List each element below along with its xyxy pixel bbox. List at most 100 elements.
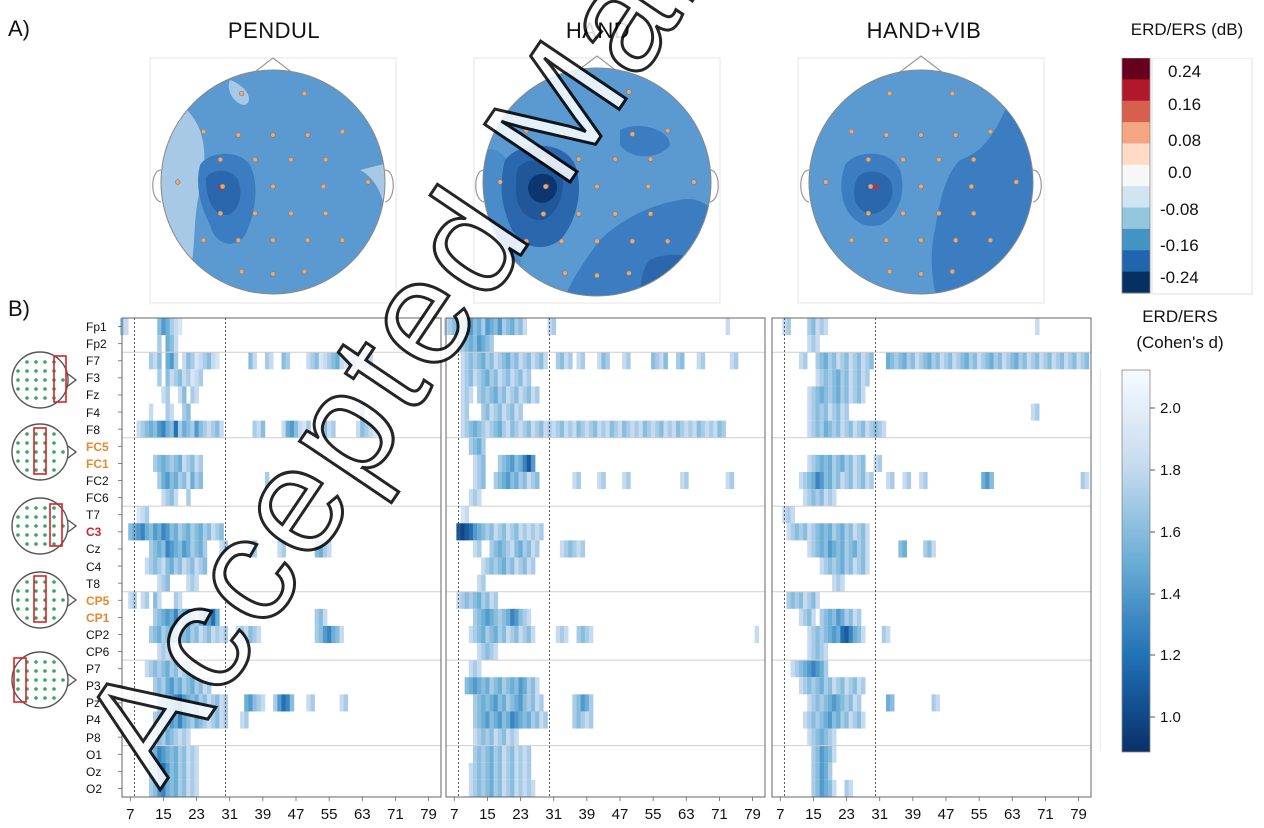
heatmap-cell (501, 318, 507, 336)
heatmap-cell (277, 694, 282, 712)
heatmap-cell (177, 660, 183, 678)
heatmap-cell (856, 694, 862, 712)
heatmap-cell (832, 779, 837, 797)
heatmap-cell (165, 540, 170, 558)
heatmap-cell (840, 677, 845, 695)
heatmap-cell (997, 352, 1003, 370)
heatmap-cell (832, 574, 837, 592)
heatmap-cell (182, 728, 187, 746)
heatmap-cell (684, 471, 689, 490)
heatmap-cell (894, 352, 899, 370)
heatmap-cell (1084, 471, 1090, 490)
heatmap-cell (680, 471, 685, 490)
electrode-dot (594, 131, 600, 137)
heatmap-cell (852, 608, 858, 626)
heatmap-cell (144, 557, 150, 575)
heatmap-cell (182, 557, 187, 575)
heatmap-cell (919, 352, 924, 370)
heatmap-cell (464, 677, 470, 695)
head-icons (11, 351, 78, 709)
colorbar-db-swatch (1122, 271, 1150, 294)
heatmap-cell (173, 711, 179, 729)
heatmap-cell (514, 403, 519, 421)
heatmap-cell (153, 540, 158, 558)
colorbar-db-tick: 0.24 (1168, 62, 1202, 81)
heatmap-cell (485, 728, 490, 746)
heatmap-cell (460, 318, 465, 336)
heatmap-cell (815, 403, 820, 421)
electrode-dot (542, 183, 549, 190)
channel-label-f3: F3 (86, 371, 101, 386)
heatmap-cell (935, 352, 941, 370)
heatmap-cell (675, 352, 681, 370)
heatmap-cell (489, 762, 494, 780)
heatmap-cell (1035, 403, 1040, 421)
heatmap-cell (128, 523, 133, 541)
heatmap-cell (497, 454, 503, 472)
heatmap-cell (186, 557, 191, 575)
heatmap-cell (501, 369, 507, 387)
heatmap-cell (1055, 352, 1061, 370)
electrode-dot (540, 156, 547, 162)
heatmap-cell (198, 677, 204, 695)
heatmap-cell (580, 711, 586, 729)
heatmap-cell (153, 660, 158, 678)
heatmap-cell (840, 369, 845, 387)
heatmap-cell (798, 523, 804, 541)
heatmap-cell (852, 694, 858, 712)
heatmap-panel-1: 7 15 23 31 39 47 55 63 71 79 (443, 317, 766, 823)
heatmap-cell (823, 471, 829, 490)
colorbar-db-swatch (1122, 228, 1150, 251)
heatmap-cell (819, 523, 825, 541)
heatmap-cell (819, 711, 825, 729)
heatmap-cell (169, 779, 175, 797)
heatmap-cell (169, 489, 175, 507)
heatmap-cell (215, 352, 220, 370)
heatmap-cell (815, 335, 820, 353)
heatmap-cell (497, 625, 503, 644)
heatmap-cell (493, 557, 499, 575)
heatmap-cell (861, 352, 866, 370)
electrode-dot (918, 271, 924, 277)
electrode-dot (987, 128, 994, 135)
electrode-dot (918, 132, 924, 138)
heatmap-cell (497, 369, 503, 387)
heatmap-cell (526, 779, 532, 797)
heatmap-cell (489, 540, 494, 558)
heatmap-cell (580, 540, 586, 558)
heatmap-cell (177, 420, 183, 438)
electrode-dot (235, 132, 241, 138)
heatmap-cell (501, 471, 507, 490)
heatmap-cell (489, 420, 494, 438)
heatmap-cell (472, 318, 478, 336)
heatmap-cell (256, 625, 262, 644)
heatmap-cell (477, 574, 482, 592)
heatmap-cell (464, 420, 470, 438)
heatmap-cell (902, 352, 907, 370)
heatmap-cell (836, 540, 841, 558)
heatmap-cell (252, 540, 257, 558)
heatmap-cell (157, 540, 162, 558)
electrode-dot (987, 237, 994, 243)
heatmap-cell (501, 386, 507, 404)
heatmap-cell (464, 591, 470, 609)
heatmap-cell (852, 677, 858, 695)
heatmap-cell (186, 677, 191, 695)
heatmap-cell (198, 471, 204, 490)
heatmap-cell (497, 540, 503, 558)
x-tick-label: 71 (711, 806, 728, 823)
heatmap-cell (510, 454, 515, 472)
heatmap-cell (481, 420, 486, 438)
heatmap-cell (514, 454, 519, 472)
heatmap-cell (617, 420, 623, 438)
heatmap-cell (322, 540, 328, 558)
heatmap-cell (733, 352, 739, 370)
heatmap-cell (489, 318, 494, 336)
heatmap-cell (157, 608, 162, 626)
heatmap-cell (844, 523, 849, 541)
heatmap-cell (485, 694, 490, 712)
heatmap-cell (985, 471, 990, 490)
heatmap-cell (696, 420, 702, 438)
heatmap-cell (211, 711, 216, 729)
